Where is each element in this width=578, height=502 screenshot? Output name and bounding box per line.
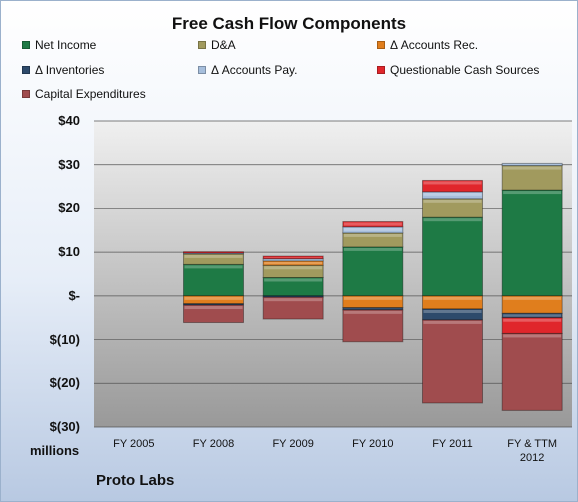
bar-highlight [423,296,482,300]
y-tick-label: $10 [58,244,80,260]
x-tick-label: FY 2010 [352,438,394,450]
legend-swatch [198,41,206,49]
bar-highlight [343,227,402,231]
bar-segment [342,309,404,343]
legend-swatch [22,41,30,49]
bar-segment [342,221,404,228]
bar-highlight [264,257,323,258]
legend-label: Δ Accounts Pay. [211,63,298,77]
bar-segment [501,165,563,191]
bar-segment [342,246,404,297]
y-tick-label: $- [68,287,80,303]
bar-segment [501,189,563,297]
legend-swatch [22,66,30,74]
legend-swatch [377,66,385,74]
bar-highlight [503,296,562,300]
bar-segment [183,304,244,324]
y-tick-label: $30 [58,156,80,172]
bar-highlight [423,181,482,185]
y-tick-label: $20 [58,200,80,216]
bar-highlight [343,310,402,314]
legend-item: Δ Inventories [22,63,104,77]
legend-label: Δ Accounts Rec. [390,38,479,52]
bar-segment [501,162,563,167]
legend-swatch [22,90,30,98]
bar-segment [262,296,324,320]
x-tick-label: FY 2005 [113,438,155,450]
bar-segment [262,255,324,260]
y-tick-label: $40 [58,113,80,128]
legend-swatch [377,41,385,49]
legend-item: Questionable Cash Sources [377,63,539,77]
legend-item: Capital Expenditures [22,87,146,101]
bar-segment [183,253,244,265]
bar-highlight [503,191,562,195]
bar-segment [183,251,244,254]
bar-highlight [264,266,323,270]
legend-swatch [198,66,206,74]
y-tick-label: $(10) [49,331,80,347]
y-tick-label: $(20) [49,375,80,391]
units-label: millions [30,443,80,458]
y-tick-label: $(30) [49,419,80,434]
bar-highlight [264,298,323,302]
x-tick-label: FY 2011 [432,438,473,450]
bar-highlight [503,318,562,322]
legend-item: Net Income [22,38,96,52]
legend-label: D&A [211,38,236,52]
bar-segment [501,332,563,411]
bar-highlight [503,334,562,338]
legend-label: Capital Expenditures [35,87,146,101]
bar-highlight [184,296,243,300]
bar-highlight [423,218,482,222]
x-tick-label: FY 2008 [192,438,235,450]
bar-highlight [423,309,482,313]
legend-label: Net Income [35,38,97,52]
bar-highlight [343,296,402,300]
bar-highlight [264,278,323,282]
legend-item: Δ Accounts Rec. [377,38,478,52]
chart-title: Free Cash Flow Components [171,14,407,33]
x-tick-label: FY 2009 [272,438,314,450]
bar-highlight [503,166,562,170]
bar-segment [422,319,483,404]
bar-highlight [184,254,243,258]
bar-highlight [343,247,402,251]
bar-highlight [503,314,562,317]
bar-highlight [343,233,402,237]
legend-label: Questionable Cash Sources [390,63,540,77]
bar-highlight [264,261,323,265]
x-tick-label: FY & TTM 2012 [507,438,558,464]
bar-highlight [184,306,243,310]
bar-segment [422,179,483,193]
legend-item: Δ Accounts Pay. [198,63,298,77]
bar-highlight [423,192,482,196]
bar-highlight [343,222,402,226]
legend-label: Δ Inventories [35,63,105,77]
bar-segment [183,263,244,297]
bar-highlight [184,265,243,269]
plot-area [94,121,572,427]
legend-item: D&A [198,38,236,52]
bar-segment [422,216,483,297]
bar-highlight [423,320,482,324]
company-name: Proto Labs [96,472,175,489]
bar-highlight [423,199,482,203]
